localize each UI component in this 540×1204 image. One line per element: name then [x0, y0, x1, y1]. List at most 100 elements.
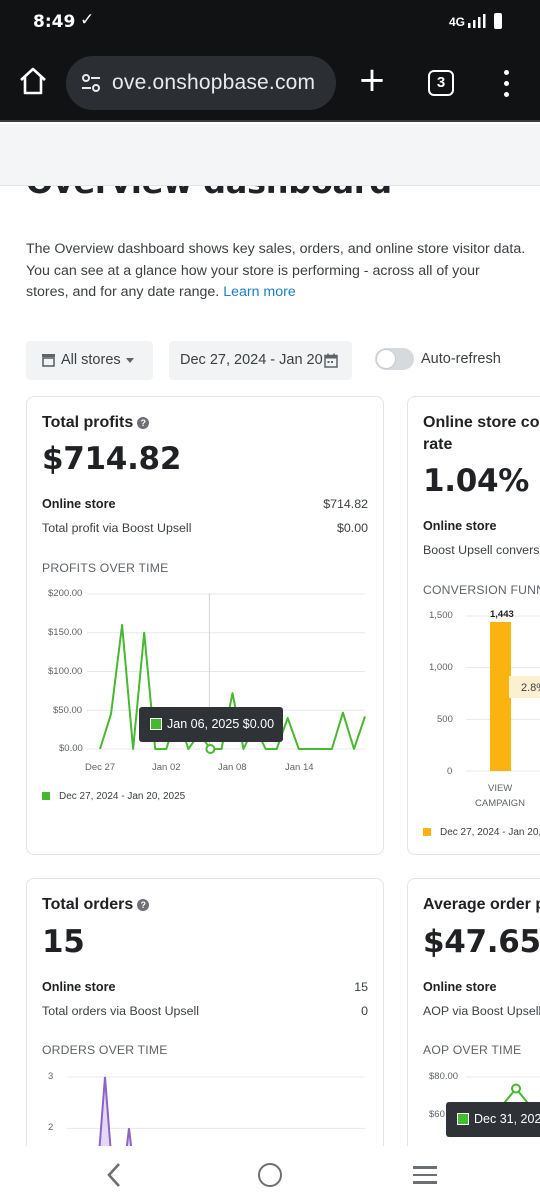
page-top-band [0, 124, 540, 186]
y-tick-label: 1,500 [429, 610, 453, 621]
signal-icon [468, 14, 486, 28]
total-orders-title: Total orders? [42, 896, 150, 914]
page-intro: The Overview dashboard shows key sales, … [26, 239, 526, 304]
aov-title: Average order pr [423, 896, 540, 913]
system-nav-bar [0, 1146, 540, 1204]
tab-switcher-button[interactable]: 3 [428, 70, 454, 96]
orders-line-chart[interactable] [27, 879, 384, 1178]
auto-refresh-toggle[interactable] [375, 348, 414, 370]
y-tick-label: $150.00 [48, 627, 83, 638]
help-icon[interactable]: ? [137, 417, 150, 429]
status-bar: 8:49 ✓ 4G [0, 0, 540, 44]
row-label: AOP via Boost Upsell [423, 1004, 540, 1018]
data-point [511, 1083, 521, 1094]
y-tick-label: 500 [437, 714, 453, 725]
chart-section-label: ORDERS OVER TIME [42, 1043, 168, 1057]
y-tick-label: 2 [48, 1122, 54, 1133]
row-label: Boost Upsell conversio [423, 543, 540, 557]
row-label: Total profit via Boost Upsell [42, 521, 192, 535]
bar-value-label: 1,443 [490, 609, 514, 620]
page-title-clip: Overview dashboard [0, 186, 540, 206]
row-label: Online store [423, 519, 497, 533]
x-tick-label: CAMPAIGN [475, 798, 525, 809]
date-range-picker[interactable]: Dec 27, 2024 - Jan 20 [169, 341, 352, 380]
caret-down-icon [126, 358, 134, 363]
store-icon [42, 354, 55, 367]
total-orders-value: 15 [42, 924, 85, 960]
data-point [205, 744, 216, 754]
date-range-label: Dec 27, 2024 - Jan 20 [180, 352, 323, 368]
y-tick-label: $50.00 [53, 705, 83, 716]
conversion-funnel-chart[interactable] [408, 397, 540, 797]
row-label: Total orders via Boost Upsell [42, 1004, 200, 1018]
store-filter-dropdown[interactable]: All stores [26, 341, 153, 380]
y-tick-label: 1,000 [429, 662, 453, 673]
chart-section-label: CONVERSION FUNNEL [423, 583, 540, 597]
total-profits-title: Total profits? [42, 414, 150, 432]
x-tick-label: Jan 14 [285, 762, 314, 773]
y-tick-label: $200.00 [48, 588, 83, 599]
chart-legend: Dec 27, 2024 - Jan 20, 2025 [42, 791, 185, 802]
aov-value: $47.65 [423, 924, 540, 960]
tooltip-text: Jan 06, 2025 $0.00 [167, 717, 275, 731]
chart-tooltip: Jan 06, 2025 $0.00 [139, 707, 283, 742]
learn-more-link[interactable]: Learn more [223, 284, 296, 300]
y-tick-label: 3 [48, 1071, 54, 1082]
y-tick-label: $0.00 [59, 743, 83, 754]
url-text: ove.onshopbase.com [112, 71, 316, 94]
battery-icon [494, 13, 502, 29]
recent-apps-icon[interactable] [413, 1166, 437, 1186]
help-icon[interactable]: ? [137, 899, 150, 911]
profits-line-chart[interactable] [27, 397, 384, 797]
row-value: $714.82 [323, 497, 368, 511]
chart-tooltip: Dec 31, 2024 [446, 1102, 540, 1137]
home-nav-icon[interactable] [258, 1163, 282, 1187]
calendar-icon [324, 353, 338, 368]
profit-series-line [99, 624, 366, 750]
row-value: 0 [361, 1004, 368, 1018]
page-title: Overview dashboard [26, 186, 392, 201]
x-tick-label: Dec 27 [85, 762, 116, 773]
x-tick-label: Jan 08 [218, 762, 247, 773]
y-tick-label: $60 [429, 1109, 445, 1120]
funnel-bar-view-campaign [490, 621, 511, 771]
legend-swatch [423, 827, 431, 836]
more-menu-icon[interactable] [496, 68, 516, 98]
chart-section-label: PROFITS OVER TIME [42, 561, 169, 575]
row-label: Online store [42, 497, 116, 511]
tooltip-swatch [150, 718, 162, 730]
home-icon[interactable] [18, 66, 48, 96]
row-value: $0.00 [336, 521, 368, 535]
legend-swatch [42, 791, 50, 800]
y-tick-label: $80.00 [429, 1071, 459, 1082]
row-label: Online store [42, 980, 116, 994]
x-tick-label: VIEW [488, 783, 513, 794]
status-time: 8:49 [33, 12, 76, 32]
store-filter-label: All stores [61, 352, 121, 368]
conversion-title-line2: rate [423, 436, 453, 453]
network-type: 4G [449, 15, 466, 29]
toggle-knob [376, 349, 396, 369]
average-order-card: Average order pr $47.65 Online store AOP… [407, 878, 540, 1178]
address-bar[interactable]: ove.onshopbase.com [66, 56, 336, 110]
browser-toolbar: ove.onshopbase.com + 3 [0, 44, 540, 122]
y-tick-label: 0 [447, 766, 453, 777]
new-tab-icon[interactable]: + [357, 60, 387, 100]
conversion-rate-card: Online store conv rate 1.04% Online stor… [407, 396, 540, 855]
total-profits-card: Total profits? $714.82 Online store $714… [26, 396, 384, 855]
tooltip-swatch [457, 1113, 469, 1125]
row-value: 15 [354, 980, 368, 994]
conversion-value: 1.04% [423, 463, 530, 499]
back-icon[interactable] [104, 1162, 124, 1188]
y-tick-label: $100.00 [48, 666, 83, 677]
conversion-title-line1: Online store conv [423, 414, 540, 431]
site-settings-icon[interactable] [80, 72, 102, 94]
x-tick-label: Jan 02 [152, 762, 181, 773]
chart-section-label: AOP OVER TIME [423, 1043, 522, 1057]
total-orders-card: Total orders? 15 Online store 15 Total o… [26, 878, 384, 1178]
auto-refresh-label: Auto-refresh [421, 351, 501, 367]
tooltip-text: Dec 31, 2024 [474, 1112, 540, 1126]
row-label: Online store [423, 980, 497, 994]
intro-text: The Overview dashboard shows key sales, … [26, 241, 526, 300]
chart-legend: Dec 27, 2024 - Jan 20, 20 [423, 827, 540, 838]
